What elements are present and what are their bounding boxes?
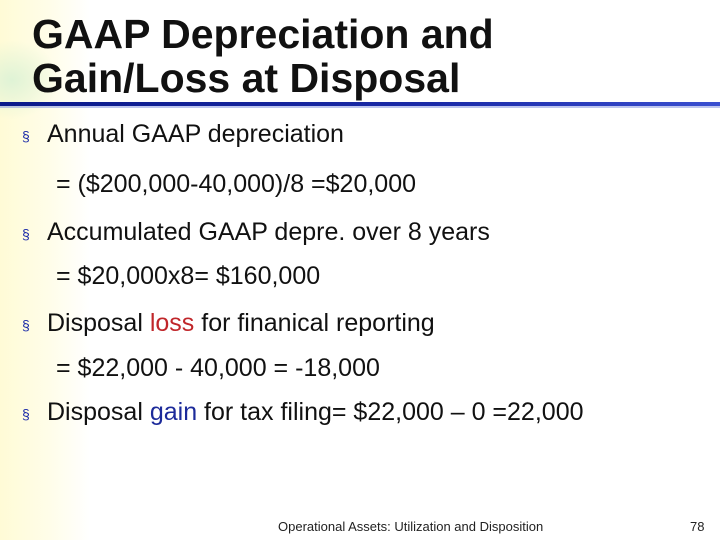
bullet-1-subtext: = ($200,000-40,000)/8 =$20,000	[56, 170, 417, 198]
bullet-3-subtext: = $22,000 - 40,000 = -18,000	[56, 354, 380, 382]
bullet-marker-icon: §	[22, 317, 30, 333]
bullet-marker-icon: §	[22, 226, 30, 242]
bullet-2-subtext: = $20,000x8= $160,000	[56, 262, 321, 290]
bullet-4-text-after: for tax filing= $22,000 – 0 =22,000	[197, 398, 584, 426]
slide-title: GAAP Depreciation and Gain/Loss at Dispo…	[32, 12, 692, 100]
bullet-3-text: Disposal loss for finanical reporting	[47, 309, 435, 338]
title-line-1: GAAP Depreciation and	[32, 11, 494, 57]
bullet-3-text-after: for finanical reporting	[194, 309, 435, 337]
bullet-2-text: Accumulated GAAP depre. over 8 years	[47, 218, 490, 246]
bullet-4-text: Disposal gain for tax filing= $22,000 – …	[47, 398, 584, 427]
page-number: 78	[690, 519, 705, 534]
bullet-1-text: Annual GAAP depreciation	[47, 120, 344, 148]
title-divider-shadow	[0, 106, 720, 108]
gain-highlight: gain	[149, 398, 198, 426]
bullet-4-text-before: Disposal	[47, 398, 150, 426]
footer-caption: Operational Assets: Utilization and Disp…	[278, 519, 544, 534]
bullet-3-text-before: Disposal	[47, 309, 150, 337]
loss-highlight: loss	[149, 309, 195, 337]
bullet-marker-icon: §	[22, 128, 30, 144]
title-divider	[0, 102, 720, 106]
bullet-marker-icon: §	[22, 406, 30, 422]
title-line-2: Gain/Loss at Disposal	[32, 55, 461, 101]
